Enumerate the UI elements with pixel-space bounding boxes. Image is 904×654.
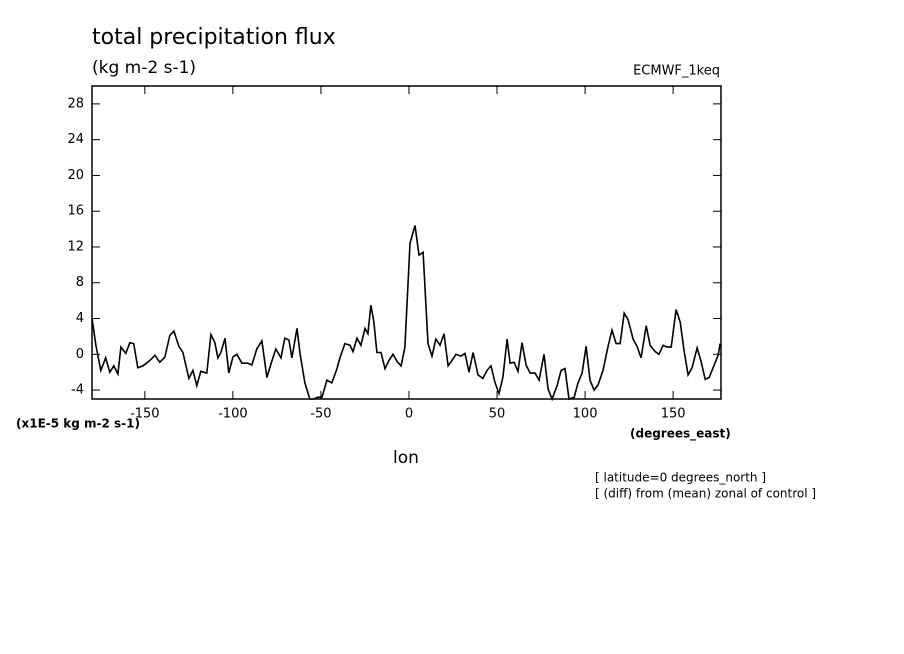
y-tick-label: 20	[67, 168, 84, 183]
x-tick-label: -150	[130, 407, 160, 422]
x-tick-label: 150	[661, 407, 686, 422]
y-tick-label: 12	[67, 239, 84, 254]
chart-subtitle: (kg m-2 s-1)	[92, 58, 196, 78]
y-units-label: (x1E-5 kg m-2 s-1)	[16, 417, 140, 431]
chart-title: total precipitation flux	[92, 25, 336, 50]
x-tick-label: 100	[573, 407, 598, 422]
y-tick-label: 0	[76, 347, 84, 362]
note: [ (diff) from (mean) zonal of control ]	[595, 487, 816, 501]
y-tick-label: 24	[67, 132, 84, 147]
y-tick-label: 8	[76, 275, 84, 290]
x-tick-label: -50	[310, 407, 331, 422]
x-tick-label: 0	[405, 407, 413, 422]
note: [ latitude=0 degrees_north ]	[595, 471, 766, 485]
x-tick-label: 50	[489, 407, 506, 422]
y-tick-label: 16	[67, 204, 84, 219]
dataset-label: ECMWF_1keq	[633, 64, 720, 79]
x-units-label: (degrees_east)	[630, 427, 731, 442]
plot-frame	[91, 85, 722, 400]
x-axis-label: lon	[393, 448, 419, 468]
y-tick-label: -4	[71, 383, 84, 398]
y-tick-label: 28	[67, 96, 84, 111]
data-line	[91, 225, 721, 402]
y-tick-label: 4	[76, 311, 84, 326]
x-tick-label: -100	[218, 407, 248, 422]
